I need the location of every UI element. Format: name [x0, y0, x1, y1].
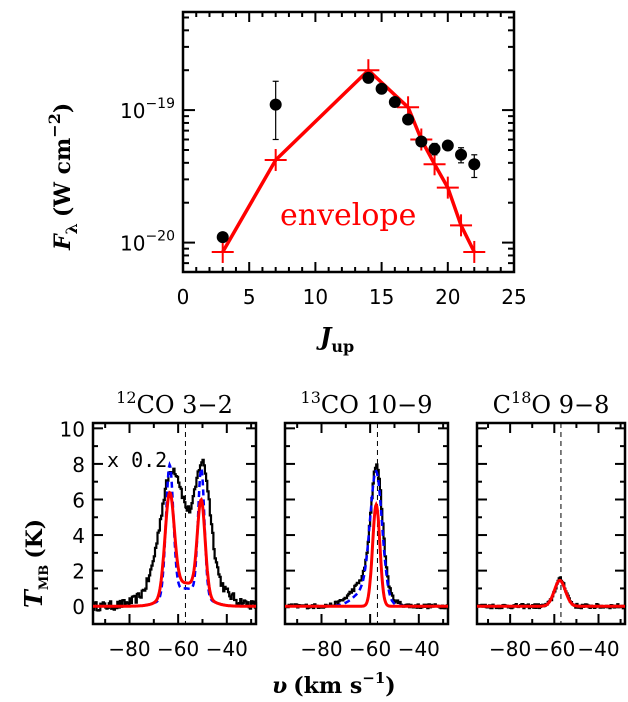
- spectrum-frame: [91, 421, 258, 626]
- spectrum-x-tick-label: −80: [108, 637, 150, 661]
- sed-observed-point: [375, 82, 388, 95]
- sed-observed-point: [269, 98, 282, 111]
- spectrum-model-dashed: [285, 469, 448, 608]
- sed-y-tick-label: 10−19: [120, 96, 175, 123]
- sed-y-axis-title: Fλ(W cm−2): [45, 103, 81, 251]
- spectra-y-axis-title: TMB(K): [19, 519, 52, 608]
- spectrum-observed: [285, 463, 450, 610]
- sed-x-tick-label: 0: [177, 285, 190, 309]
- spectrum-y-tick-label: 10: [60, 417, 85, 441]
- sed-plot-frame: [181, 10, 516, 274]
- sed-y-tick-labels: 10−20 10−19: [120, 96, 175, 256]
- spectrum-model-envelope: [477, 578, 625, 608]
- spectrum-x-tick-label: −40: [577, 637, 619, 661]
- sed-observed-series: [216, 71, 481, 244]
- spectrum-y-tick-label: 4: [72, 524, 85, 548]
- spectrum-y-tick-label: 6: [72, 488, 85, 512]
- sed-x-tick-label: 15: [369, 285, 394, 309]
- sed-observed-point: [216, 231, 229, 244]
- sed-panel: 0 5 10 15 20 25 10−20 10−19 envelope Jup Fλ(W …: [45, 10, 527, 356]
- sed-observed-point: [362, 71, 375, 84]
- sed-x-tick-label: 5: [243, 285, 256, 309]
- sed-y-tick-label: 10−20: [120, 229, 175, 256]
- spectrum-x-tick-label: −80: [489, 637, 531, 661]
- spectrum-frame: [283, 421, 450, 626]
- sed-observed-point: [441, 139, 454, 152]
- spectrum-title: 13CO 10−9: [301, 388, 433, 419]
- sed-model-marker: [264, 149, 287, 172]
- sed-model-marker: [436, 176, 459, 199]
- sed-model-marker: [463, 240, 486, 263]
- sed-observed-point: [428, 142, 441, 155]
- sed-observed-point: [455, 148, 468, 161]
- spectrum-x-tick-label: −40: [398, 637, 440, 661]
- spectrum-model-envelope: [93, 490, 256, 608]
- sed-x-tick-label: 25: [501, 285, 526, 309]
- sed-observed-point: [402, 113, 415, 126]
- spectra-x-axis-title: υ (km s−1): [272, 669, 396, 699]
- spectrum-y-tick-label: 8: [72, 453, 85, 477]
- spectrum-title: C18O 9−8: [493, 388, 610, 419]
- spectrum-panel-3: C18O 9−8 −80 −60 −40: [475, 388, 627, 661]
- spectrum-panel-1: 12CO 3−2 −80 −60 −40 0 2 4 6 8 10 x 0.2: [60, 388, 258, 661]
- sed-x-tick-label: 10: [303, 285, 328, 309]
- sed-observed-point: [415, 135, 428, 148]
- sed-model-marker: [211, 240, 234, 263]
- spectrum-y-tick-label: 0: [72, 595, 85, 619]
- spectrum-frame: [475, 421, 627, 626]
- sed-ticks: [182, 12, 515, 272]
- sed-x-tick-labels: 0 5 10 15 20 25: [177, 285, 527, 309]
- sed-observed-point: [388, 96, 401, 109]
- sed-model-marker: [423, 153, 446, 176]
- spectrum-x-tick-label: −60: [157, 637, 199, 661]
- sed-x-axis-title: Jup: [316, 322, 354, 356]
- envelope-annotation: envelope: [280, 198, 416, 233]
- spectrum-observed: [477, 576, 627, 610]
- sed-observed-point: [468, 158, 481, 171]
- spectrum-x-tick-label: −40: [206, 637, 248, 661]
- spectrum-x-tick-label: −60: [349, 637, 391, 661]
- sed-model-marker: [450, 214, 473, 237]
- spectrum-model-envelope: [285, 500, 448, 608]
- scale-annotation: x 0.2: [107, 448, 167, 472]
- spectrum-title: 12CO 3−2: [116, 388, 233, 419]
- spectrum-x-tick-label: −60: [533, 637, 575, 661]
- sed-x-tick-label: 20: [435, 285, 460, 309]
- spectrum-panel-2: 13CO 10−9 −80 −60 −40: [283, 388, 450, 661]
- spectrum-observed: [93, 458, 258, 612]
- spectrum-x-tick-label: −80: [300, 637, 342, 661]
- spectrum-y-tick-label: 2: [72, 560, 85, 584]
